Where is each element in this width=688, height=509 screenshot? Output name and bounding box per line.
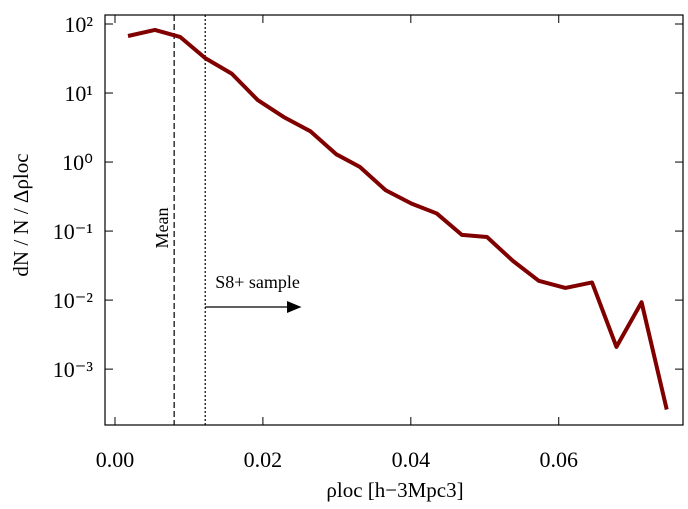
y-tick-label: 10¹ <box>64 81 93 106</box>
x-tick-label: 0.06 <box>539 447 578 472</box>
y-tick-label: 10⁻¹ <box>53 219 93 244</box>
y-axis-label: dN / N / Δρloc <box>9 153 33 276</box>
x-tick-label: 0.04 <box>392 447 431 472</box>
y-tick-label: 10⁻² <box>53 288 94 313</box>
data-line <box>127 27 669 410</box>
x-axis-label: ρloc [h−3Mpc3] <box>326 478 463 502</box>
annotation: S8+ sample <box>215 272 300 292</box>
y-tick-label: 10² <box>64 12 93 37</box>
plot-frame <box>104 14 684 426</box>
x-tick-label: 0.02 <box>244 447 283 472</box>
y-tick-label: 10⁰ <box>62 150 93 175</box>
x-tick-label: 0.00 <box>96 447 135 472</box>
annotation: Mean <box>152 208 172 249</box>
y-tick-label: 10⁻³ <box>53 357 94 382</box>
